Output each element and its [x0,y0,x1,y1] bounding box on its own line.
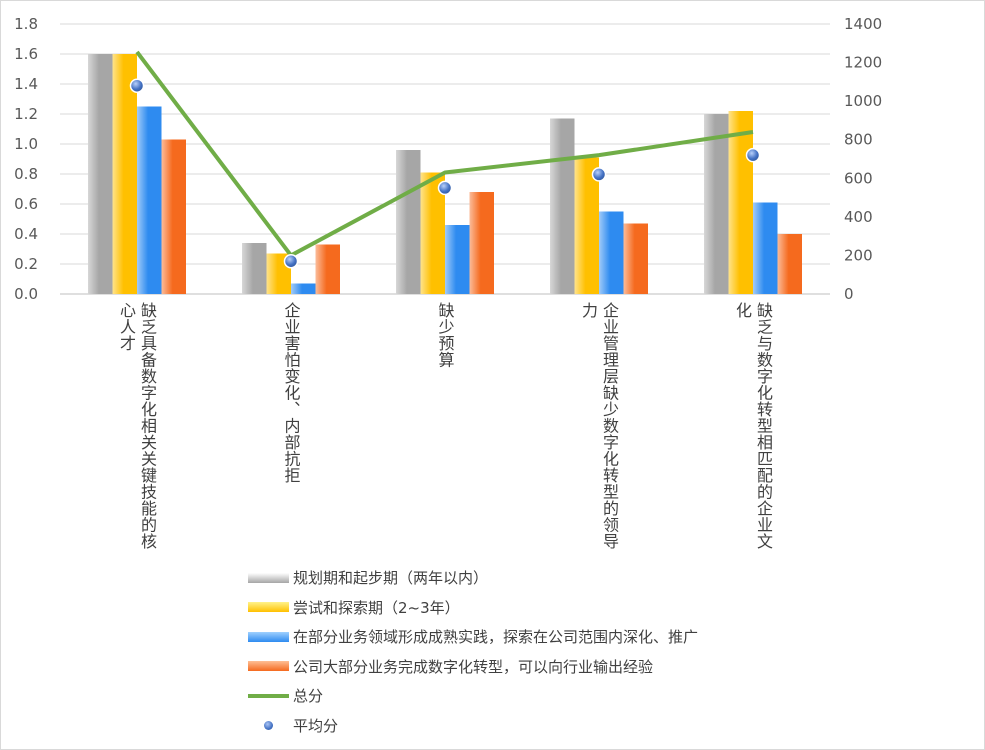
average-point-series [129,78,761,269]
y-right-tick-label: 800 [844,131,873,149]
average-point [129,78,145,93]
bar [396,150,421,294]
y-right-tick-label: 200 [844,246,873,264]
category-label: 缺少预算 [435,302,455,368]
y-left-tick-label: 0.0 [14,285,38,303]
legend-label: 总分 [293,687,324,706]
y-left-tick-label: 1.6 [14,45,38,63]
y-left-tick-label: 1.4 [14,75,38,93]
combo-chart: 0.0 0.2 0.4 0.6 0.8 1.0 1.2 1.4 1.6 1.8 0 200 400 600… [14,15,882,303]
bar [550,118,575,294]
bar [753,202,778,294]
bar [88,54,113,294]
bar [623,223,648,294]
bar [291,283,316,294]
legend-item: 尝试和探索期（2~3年） [248,593,698,623]
bar-series [88,54,802,294]
bar [469,192,494,294]
legend-swatch [248,602,289,613]
legend-item: 公司大部分业务完成数字化转型，可以向行业输出经验 [248,652,698,682]
bar [728,111,753,294]
legend-item: 平均分 [248,711,698,741]
legend-label: 在部分业务领域形成成熟实践，探索在公司范围内深化、推广 [293,628,699,647]
y-left-tick-label: 1.2 [14,105,38,123]
y-right-tick-label: 1200 [844,54,882,72]
bar [137,106,162,294]
legend-label: 尝试和探索期（2~3年） [293,598,460,617]
average-point [745,147,761,163]
legend-swatch [248,572,289,583]
average-point [283,253,299,269]
legend-label: 平均分 [293,716,339,735]
bar [242,243,267,294]
legend: 规划期和起步期（两年以内） 尝试和探索期（2~3年） 在部分业务领域形成成熟实践… [248,563,698,740]
y-right-tick-label: 1000 [844,92,882,110]
bar [315,244,340,294]
total-line-series [135,50,754,258]
legend-swatch [248,693,289,698]
y-right-tick-label: 600 [844,169,873,187]
y-left-tick-label: 1.0 [14,135,38,153]
average-point [591,167,607,182]
bar [777,234,802,294]
y-left-tick-label: 0.8 [14,165,38,183]
bar [704,114,729,294]
y-right-tick-label: 400 [844,208,873,226]
bar [599,211,624,294]
legend-label: 公司大部分业务完成数字化转型，可以向行业输出经验 [293,657,654,676]
bar [161,139,186,294]
gridlines [60,23,830,295]
y-left-tick-label: 0.4 [14,225,38,243]
average-point [437,180,453,196]
legend-item: 规划期和起步期（两年以内） [248,563,698,593]
axis-tick-labels: 0.0 0.2 0.4 0.6 0.8 1.0 1.2 1.4 1.6 1.8 0 200 400 600… [14,15,882,303]
legend-label: 规划期和起步期（两年以内） [293,569,489,588]
y-left-tick-label: 0.6 [14,195,38,213]
y-right-tick-label: 0 [844,285,854,303]
y-left-tick-label: 1.8 [14,15,38,33]
category-label: 缺乏与数字化转型相匹配的企业文化 [733,302,773,550]
category-label: 企业害怕变化、内部抗拒 [281,302,301,484]
bar [445,225,470,294]
category-label: 缺乏具备数字化相关关键技能的核心人才 [117,302,157,550]
total-line [135,50,754,258]
y-right-tick-label: 1400 [844,15,882,33]
legend-swatch [248,661,289,672]
bar [112,54,137,294]
legend-item: 总分 [248,681,698,711]
category-label: 企业管理层缺少数字化转型的领导力 [579,302,619,550]
y-left-tick-label: 0.2 [14,255,38,273]
legend-swatch [248,631,289,642]
legend-swatch [248,716,289,734]
legend-item: 在部分业务领域形成成熟实践，探索在公司范围内深化、推广 [248,622,698,652]
